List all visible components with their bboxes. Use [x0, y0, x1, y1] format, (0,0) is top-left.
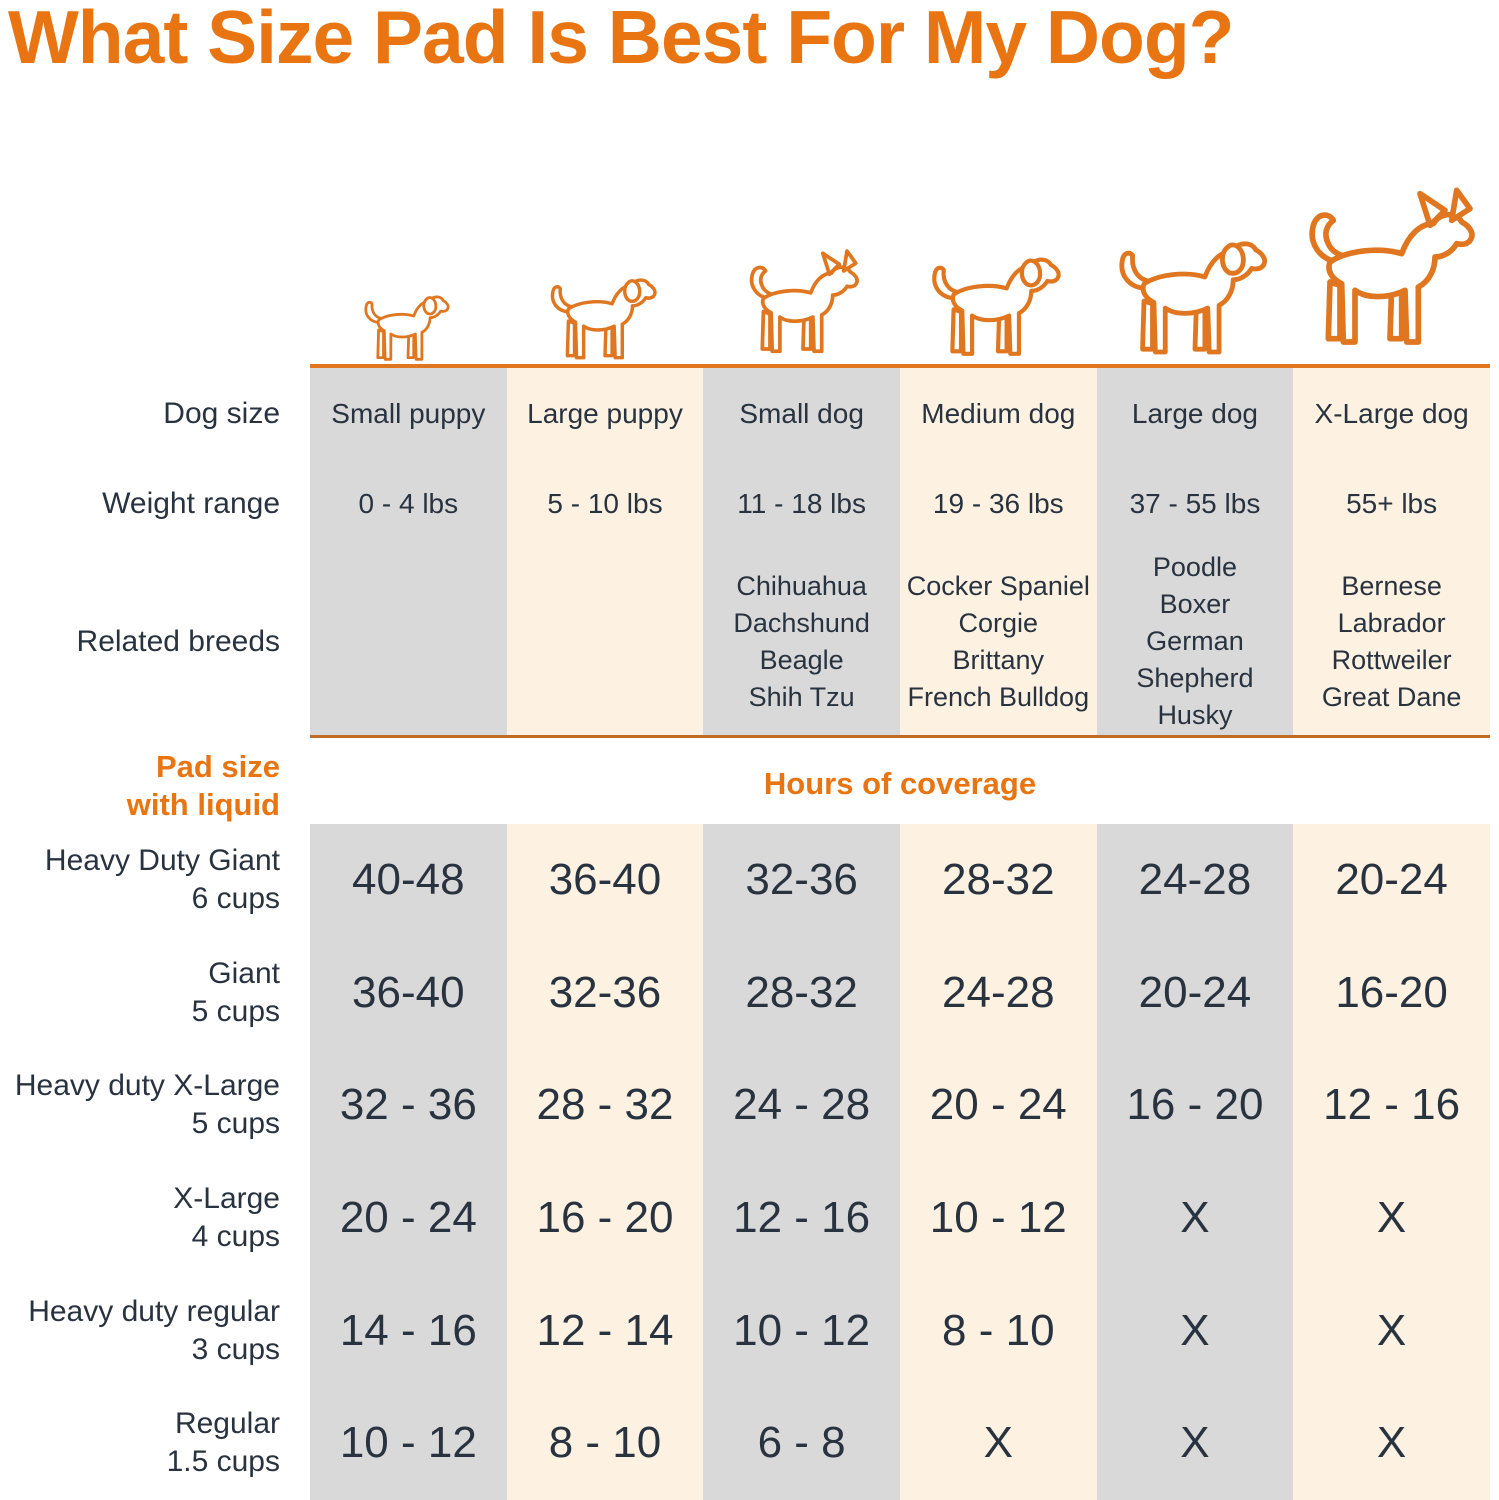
col-header-large-puppy: Large puppy [506, 368, 704, 460]
breeds-cell: Chihuahua Dachshund Beagle Shih Tzu [703, 548, 900, 735]
hours-cell: 20 - 24 [310, 1161, 507, 1275]
small-dog-icon [737, 244, 869, 366]
hours-of-coverage-header: Hours of coverage [763, 766, 1037, 801]
pad-row-label: Giant 5 cups [0, 936, 310, 1050]
hours-cell: 32 - 36 [310, 1049, 507, 1162]
pad-row-label: Heavy duty regular 3 cups [0, 1274, 310, 1387]
pad-size-table: Heavy Duty Giant 6 cups 40-48 36-40 32-3… [0, 824, 1490, 1500]
hours-cell: 24-28 [1096, 824, 1294, 937]
hours-cell: 8 - 10 [899, 1274, 1097, 1387]
hours-cell: 12 - 16 [703, 1161, 900, 1275]
hours-cell: 10 - 12 [899, 1161, 1097, 1275]
hours-cell: 12 - 16 [1293, 1049, 1490, 1162]
hours-cell: 20 - 24 [899, 1049, 1097, 1162]
hours-cell: X [1096, 1274, 1294, 1387]
hours-cell: 24-28 [899, 936, 1097, 1050]
weight-cell: 37 - 55 lbs [1096, 460, 1294, 548]
breeds-cell [310, 548, 507, 735]
hours-cell: 28-32 [703, 936, 900, 1050]
weight-cell: 11 - 18 lbs [703, 460, 900, 548]
hours-cell: 40-48 [310, 824, 507, 937]
hours-cell: X [1096, 1161, 1294, 1275]
hours-cell: X [1293, 1386, 1490, 1500]
weight-cell: 5 - 10 lbs [506, 460, 704, 548]
pad-row-label: Heavy Duty Giant 6 cups [0, 824, 310, 937]
hours-cell: 32-36 [506, 936, 704, 1050]
col-header-small-dog: Small dog [703, 368, 900, 460]
breeds-cell: Bernese Labrador Rottweiler Great Dane [1293, 548, 1490, 735]
hours-cell: 6 - 8 [703, 1386, 900, 1500]
large-puppy-icon [544, 264, 666, 366]
hours-cell: 36-40 [310, 936, 507, 1050]
pad-row-label: X-Large 4 cups [0, 1161, 310, 1275]
hours-cell: X [1096, 1386, 1294, 1500]
page-title: What Size Pad Is Best For My Dog? [8, 0, 1234, 79]
hours-cell: 14 - 16 [310, 1274, 507, 1387]
hours-cell: 20-24 [1096, 936, 1294, 1050]
pad-row-label: Regular 1.5 cups [0, 1386, 310, 1500]
hours-cell: X [899, 1386, 1097, 1500]
breeds-cell [506, 548, 704, 735]
x-large-dog-icon [1290, 178, 1490, 366]
col-header-x-large-dog: X-Large dog [1293, 368, 1490, 460]
ground-line [310, 364, 1490, 368]
hours-cell: 16 - 20 [1096, 1049, 1294, 1162]
pad-row-label: Heavy duty X-Large 5 cups [0, 1049, 310, 1162]
dog-info-table: Dog size Small puppy Large puppy Small d… [0, 368, 1490, 735]
weight-cell: 19 - 36 lbs [899, 460, 1097, 548]
hours-cell: 8 - 10 [506, 1386, 704, 1500]
hours-cell: X [1293, 1161, 1490, 1275]
weight-cell: 55+ lbs [1293, 460, 1490, 548]
large-dog-icon [1110, 219, 1280, 366]
weight-range-row-label: Weight range [0, 460, 310, 548]
weight-cell: 0 - 4 lbs [310, 460, 507, 548]
hours-cell: 20-24 [1293, 824, 1490, 937]
hours-cell: 16 - 20 [506, 1161, 704, 1275]
small-puppy-icon [359, 284, 457, 366]
breeds-cell: Poodle Boxer German Shepherd Husky [1096, 548, 1294, 735]
hours-cell: 12 - 14 [506, 1274, 704, 1387]
hours-cell: X [1293, 1274, 1490, 1387]
col-header-medium-dog: Medium dog [899, 368, 1097, 460]
hours-cell: 32-36 [703, 824, 900, 937]
dog-size-row-label: Dog size [0, 368, 310, 460]
section-divider-line [310, 735, 1490, 738]
breeds-cell: Cocker Spaniel Corgie Brittany French Bu… [899, 548, 1097, 735]
hours-cell: 10 - 12 [310, 1386, 507, 1500]
col-header-large-dog: Large dog [1096, 368, 1294, 460]
hours-cell: 10 - 12 [703, 1274, 900, 1387]
medium-dog-icon [924, 238, 1072, 366]
hours-cell: 36-40 [506, 824, 704, 937]
hours-cell: 28-32 [899, 824, 1097, 937]
hours-cell: 16-20 [1293, 936, 1490, 1050]
hours-cell: 24 - 28 [703, 1049, 900, 1162]
col-header-small-puppy: Small puppy [310, 368, 507, 460]
related-breeds-row-label: Related breeds [0, 548, 310, 735]
hours-cell: 28 - 32 [506, 1049, 704, 1162]
